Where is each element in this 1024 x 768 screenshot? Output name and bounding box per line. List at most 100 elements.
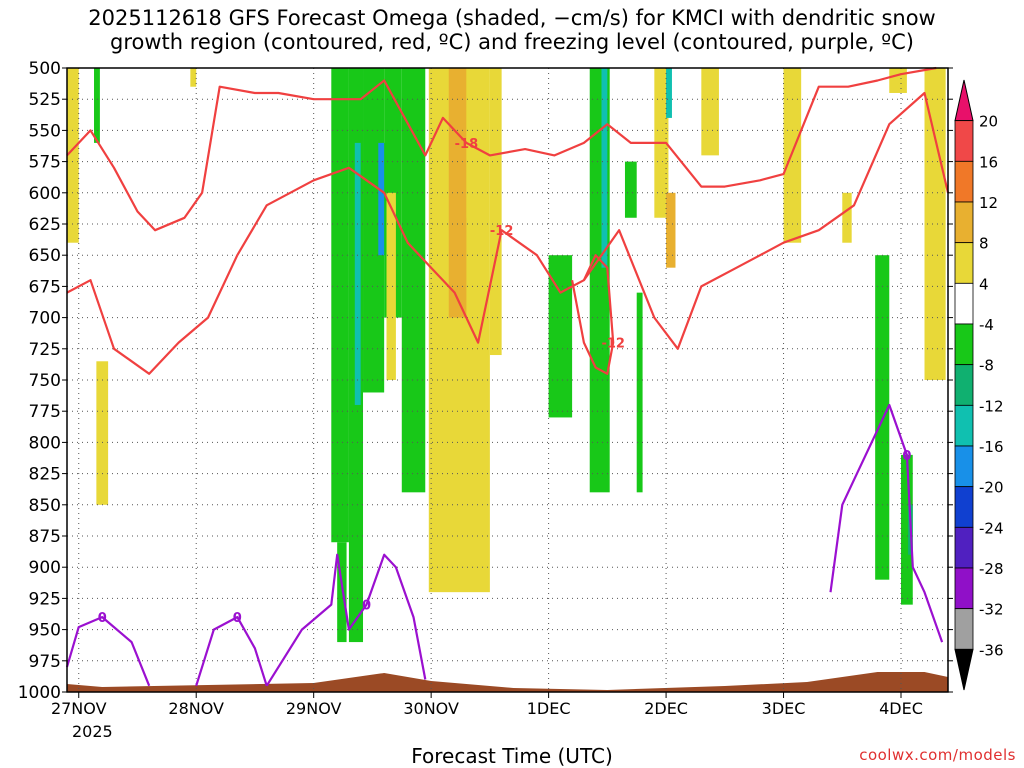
year-label: 2025: [72, 722, 113, 741]
colorbar-label: -16: [979, 438, 1004, 456]
x-tick-label: 3DEC: [762, 699, 806, 718]
colorbar-top-triangle: [954, 79, 974, 122]
omega-region: [96, 361, 109, 505]
freezing-contour: [65, 615, 151, 687]
colorbar-label: -24: [979, 519, 1004, 537]
colorbar-box: [954, 242, 974, 284]
omega-shading-layer: [67, 68, 946, 643]
omega-region: [94, 68, 100, 143]
colorbar-box: [954, 567, 974, 610]
colorbar-box: [954, 282, 974, 325]
omega-region: [636, 292, 643, 493]
colorbar-label: -12: [979, 397, 1004, 415]
x-tick-label: 27NOV: [51, 699, 107, 718]
axes-layer: 500 525 550 575 600 625 650 675 700 725 750 775 800 8…: [18, 59, 953, 718]
freezing-contour: [195, 615, 268, 687]
x-tick-label: 2DEC: [644, 699, 688, 718]
omega-region: [924, 68, 946, 380]
colorbar-box: [954, 323, 974, 366]
y-tick-label: 775: [29, 402, 61, 422]
freezing-contour-label: 0: [98, 611, 107, 626]
omega-region: [401, 68, 426, 493]
dgz-contour-label: -12: [490, 224, 514, 239]
colorbar-label: -8: [979, 357, 994, 375]
freezing-contour-label: 0: [902, 449, 911, 464]
dgz-contour: [571, 254, 615, 375]
contour-layer: -18 -12 -12 0 0 0 0: [65, 66, 950, 687]
colorbar-box: [954, 404, 974, 447]
omega-region: [548, 255, 573, 418]
omega-region: [783, 68, 802, 243]
omega-region: [386, 192, 396, 380]
y-tick-label: 950: [29, 621, 61, 641]
title-line-2: growth region (contoured, red, ºC) and f…: [110, 30, 914, 54]
colorbar-label: 12: [979, 194, 998, 212]
omega-region: [331, 68, 349, 543]
x-tick-label: 4DEC: [879, 699, 923, 718]
dgz-contour: [66, 66, 937, 232]
terrain-fill: [67, 672, 948, 692]
y-tick-label: 975: [29, 652, 61, 672]
colorbar-label: 4: [979, 275, 989, 293]
colorbar-box: [954, 445, 974, 488]
colorbar-label: 8: [979, 235, 989, 253]
x-tick-label: 30NOV: [403, 699, 459, 718]
omega-region: [466, 68, 481, 218]
colorbar-label: 16: [979, 153, 998, 171]
colorbar-box: [954, 120, 974, 162]
omega-region: [701, 68, 719, 156]
y-tick-label: 700: [29, 309, 61, 329]
y-tick-label: 675: [29, 277, 61, 297]
omega-region: [624, 161, 637, 218]
y-tick-label: 625: [29, 215, 61, 235]
x-tick-label: 28NOV: [168, 699, 224, 718]
y-tick-label: 600: [29, 184, 61, 204]
freezing-contour: [265, 553, 427, 687]
y-tick-label: 575: [29, 153, 61, 173]
dgz-contour: [66, 91, 950, 375]
colorbar-box: [954, 160, 974, 203]
grid-layer: [67, 67, 948, 693]
omega-region: [601, 68, 608, 268]
omega-region: [190, 68, 197, 87]
y-tick-label: 925: [29, 589, 61, 609]
omega-region: [666, 192, 676, 268]
y-tick-label: 500: [29, 59, 61, 79]
y-tick-label: 650: [29, 246, 61, 266]
colorbar-label: -28: [979, 560, 1004, 578]
omega-region: [889, 68, 907, 93]
y-tick-label: 725: [29, 340, 61, 360]
freezing-contour-label: 0: [362, 599, 371, 614]
chart-title: 2025112618 GFS Forecast Omega (shaded, −…: [0, 6, 1024, 54]
colorbar: 20 16 12 8 4 -4 -8 -12 -16 -20 -24 -28 -32 -36: [954, 79, 1004, 691]
freezing-contour-label: 0: [233, 611, 242, 626]
colorbar-box: [954, 526, 974, 569]
colorbar-box: [954, 364, 974, 406]
colorbar-label: -32: [979, 601, 1004, 619]
y-tick-label: 900: [29, 558, 61, 578]
omega-region: [842, 192, 852, 243]
dgz-contour-label: -12: [601, 337, 625, 352]
colorbar-box: [954, 608, 974, 650]
credit-text: coolwx.com/models: [859, 746, 1016, 764]
y-tick-label: 850: [29, 496, 61, 516]
y-tick-label: 1000: [18, 683, 61, 703]
omega-region: [489, 68, 502, 356]
colorbar-label: -4: [979, 316, 994, 334]
y-tick-label: 525: [29, 90, 61, 110]
y-tick-label: 750: [29, 371, 61, 391]
omega-region: [67, 68, 79, 243]
x-tick-label: 1DEC: [527, 699, 571, 718]
colorbar-box: [954, 486, 974, 528]
omega-region: [354, 142, 361, 405]
colorbar-label: -36: [979, 641, 1004, 659]
colorbar-bottom-triangle: [954, 648, 974, 691]
y-tick-label: 550: [29, 121, 61, 141]
omega-region: [901, 454, 913, 605]
colorbar-box: [954, 201, 974, 244]
y-tick-label: 875: [29, 527, 61, 547]
colorbar-label: 20: [979, 113, 998, 131]
y-tick-label: 825: [29, 465, 61, 485]
omega-region: [666, 68, 672, 118]
